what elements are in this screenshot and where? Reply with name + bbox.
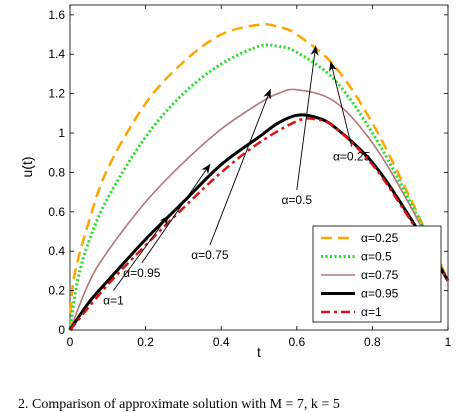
legend-label-2: α=0.5 (361, 250, 392, 264)
tick-layer: 0 0.2 0.4 0.6 0.8 1 0 0.2 0.4 0.6 0.8 1 1.2 1.4 1.6 (48, 5, 452, 349)
x-axis-title: t (257, 344, 261, 360)
annotation-label-4: α=0.95 (123, 266, 161, 280)
y-tick-label: 0.8 (48, 165, 65, 179)
series-layer (68, 22, 450, 331)
x-tick-label: 0.8 (364, 335, 381, 349)
x-tick-label: 0.6 (288, 335, 305, 349)
y-tick-label: 1.6 (48, 8, 65, 22)
y-tick-label: 1.4 (48, 47, 65, 61)
annotation-arrow-5 (113, 214, 169, 291)
annotation-label-2: α=0.5 (281, 193, 312, 207)
series-line-3 (69, 88, 449, 331)
annotation-label-5: α=1 (103, 293, 124, 307)
annotation-arrow-1 (329, 61, 353, 147)
annotation-arrow-4 (141, 163, 211, 264)
annotation-label-1: α=0.25 (333, 150, 371, 164)
series-line-2 (68, 43, 450, 331)
x-tick-label: 0 (67, 335, 74, 349)
x-tick-label: 0.2 (137, 335, 154, 349)
y-axis-title: u(t) (19, 157, 35, 178)
legend-box (312, 225, 442, 323)
annotation-label-3: α=0.75 (191, 248, 229, 262)
legend-label-5: α=1 (361, 305, 382, 319)
annotation-arrow-2 (296, 45, 319, 191)
annotation-layer: α=0.25 α=0.5 α=0.75 α=0.95 α=1 (103, 45, 371, 307)
x-tick-label: 0.4 (213, 335, 230, 349)
series-line-5 (69, 117, 450, 331)
figure-caption: 2. Comparison of approximate solution wi… (18, 397, 340, 412)
y-tick-label: 0.2 (48, 284, 65, 298)
x-tick-label: 1 (445, 335, 452, 349)
legend-label-4: α=0.95 (361, 287, 399, 301)
y-tick-label: 1.2 (48, 87, 65, 101)
y-tick-label: 0 (58, 323, 65, 337)
y-tick-label: 0.6 (48, 205, 65, 219)
y-tick-label: 0.4 (48, 244, 65, 258)
legend-label-1: α=0.25 (361, 231, 399, 245)
legend: α=0.25 α=0.5 α=0.75 α=0.95 α=1 (312, 225, 442, 323)
y-tick-label: 1 (58, 126, 65, 140)
series-line-4 (68, 113, 450, 331)
series-line-1 (68, 22, 450, 331)
legend-label-3: α=0.75 (361, 268, 399, 282)
annotation-arrow-3 (209, 88, 271, 246)
